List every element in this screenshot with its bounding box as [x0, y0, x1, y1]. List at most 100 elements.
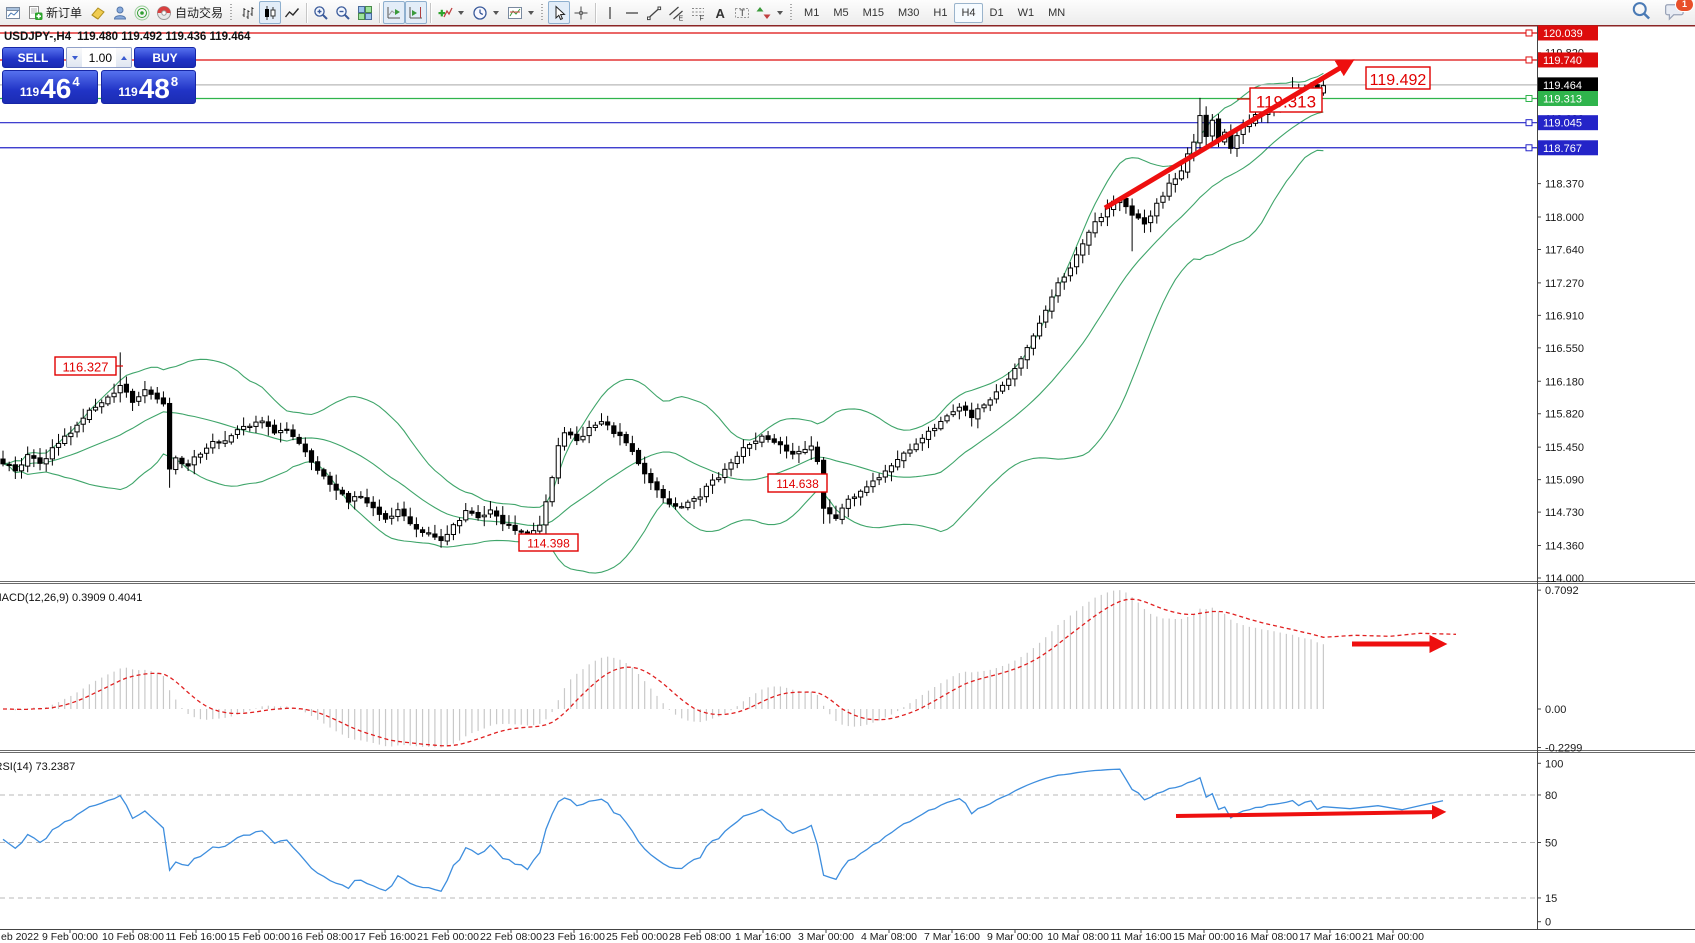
zoom-in-icon [314, 5, 328, 20]
timeframe-m5[interactable]: M5 [833, 6, 849, 19]
toolbar-button-vertical-line[interactable] [599, 1, 621, 24]
candle-body [463, 510, 469, 521]
candle-body [438, 536, 444, 542]
toolbar-button-candle-chart[interactable] [259, 1, 282, 24]
time-label: 11 Feb 16:00 [165, 931, 226, 943]
price-badge-118.767 [1538, 140, 1598, 156]
candle-body [475, 511, 481, 519]
candle-body [228, 435, 234, 443]
toolbar-button-zoom-out[interactable] [332, 1, 354, 24]
buy-button[interactable]: BUY [134, 47, 196, 68]
toolbar-button-templates[interactable] [504, 1, 539, 24]
candle-body [345, 492, 352, 503]
one-click-trading-widget: SELL BUY 119 46 4 119 48 8 [2, 47, 196, 104]
toolbar-button-eraser[interactable] [87, 1, 109, 24]
toolbar-button-cursor[interactable] [548, 1, 571, 24]
toolbar-button-auto-scroll[interactable] [383, 1, 406, 24]
volume-input[interactable] [82, 48, 116, 67]
toolbar-button-search[interactable] [1631, 1, 1655, 23]
toolbar-button-channel[interactable]: E [665, 1, 687, 24]
rsi-panel-separator[interactable] [0, 750, 1695, 751]
toolbar-button-profile[interactable] [109, 1, 131, 24]
sell-price-button[interactable]: 119 46 4 [2, 70, 98, 104]
timeframe-w1[interactable]: W1 [1017, 6, 1035, 19]
toolbar-button-text[interactable]: A [709, 1, 731, 24]
price-tick-label: 114.000 [1545, 573, 1584, 585]
volume-increase-button[interactable] [116, 48, 131, 67]
toolbar-separator [430, 2, 432, 23]
toolbar-button-text-label[interactable]: T [731, 1, 753, 24]
candle-body [382, 513, 389, 520]
toolbar-button-trend-line[interactable] [643, 1, 665, 24]
toolbar-button-arrows[interactable] [753, 1, 788, 24]
candle-body [197, 453, 204, 458]
toolbar-button-bar-chart[interactable] [237, 1, 259, 24]
toolbar-button-tile-windows[interactable] [354, 1, 376, 24]
annotation-box[interactable] [518, 533, 579, 552]
toolbar-button-crosshair[interactable] [570, 1, 592, 24]
timeframe-m15[interactable]: M15 [862, 6, 884, 19]
candle-body [827, 507, 833, 515]
timeframe-mn[interactable]: MN [1048, 6, 1066, 19]
volume-decrease-button[interactable] [67, 48, 82, 67]
candle-body [407, 516, 413, 525]
dropdown-caret-icon[interactable] [528, 10, 535, 15]
toolbar-button-zoom-in[interactable] [310, 1, 332, 24]
candle-body [432, 533, 438, 538]
candle-body [771, 438, 777, 443]
annotation-trend-arrow[interactable] [1103, 59, 1355, 211]
toolbar-button-autotrade[interactable]: 自动交易 [153, 1, 228, 24]
ask-prefix: 119 [118, 85, 138, 99]
timeframe-h4[interactable]: H4 [954, 2, 983, 23]
macd-panel-separator[interactable] [0, 581, 1695, 582]
candle-body [568, 431, 574, 436]
timeframe-d1[interactable]: D1 [989, 6, 1004, 19]
candle-body [68, 432, 74, 438]
candle-body [6, 463, 12, 466]
macd-panel-separator[interactable] [0, 583, 1695, 584]
dropdown-caret-icon[interactable] [777, 10, 784, 15]
timeframe-m30[interactable]: M30 [898, 6, 920, 19]
annotation-box[interactable] [1365, 66, 1431, 90]
rsi-tick-label: 100 [1545, 758, 1563, 770]
toolbar-button-chart-shift[interactable] [405, 1, 428, 24]
candle-body [315, 461, 321, 471]
timeframe-m1[interactable]: M1 [804, 6, 820, 19]
toolbar-button-signal[interactable] [131, 1, 153, 24]
templates-icon [508, 6, 523, 19]
toolbar-button-line-chart[interactable] [281, 1, 303, 24]
toolbar-button-chart-window[interactable] [2, 1, 24, 24]
price-badge-label: 119.045 [1543, 118, 1582, 130]
candle-body [55, 442, 62, 448]
dropdown-caret-icon[interactable] [493, 10, 500, 15]
toolbar-grip [789, 3, 795, 22]
candle-body [456, 520, 463, 527]
annotation-box[interactable] [767, 473, 828, 493]
dropdown-caret-icon[interactable] [458, 10, 465, 15]
toolbar-button-notifications[interactable]: 1 [1665, 0, 1693, 23]
timeframe-h1[interactable]: H1 [933, 6, 948, 19]
candle-body [284, 428, 290, 431]
toolbar-button-fibonacci[interactable]: F [687, 1, 709, 24]
candle-body [962, 405, 969, 411]
toolbar-button-periods[interactable] [469, 1, 504, 24]
chart-shift-icon [409, 6, 423, 18]
candle-body [925, 430, 932, 440]
toolbar-button-indicators[interactable] [434, 1, 469, 24]
toolbar-button-horizontal-line[interactable] [621, 1, 643, 24]
annotation-box[interactable] [54, 356, 117, 376]
rsi-panel-separator[interactable] [0, 752, 1695, 753]
candle-body [796, 450, 802, 455]
rsi-tick-label: 0 [1545, 917, 1551, 929]
time-label: 16 Feb 08:00 [291, 931, 353, 943]
sell-button[interactable]: SELL [2, 47, 64, 68]
time-label: 28 Feb 08:00 [669, 931, 731, 943]
buy-price-button[interactable]: 119 48 8 [100, 70, 196, 104]
candle-body [376, 506, 382, 515]
candle-body [629, 443, 635, 452]
toolbar-button-new-order[interactable]: 新订单 [24, 1, 87, 24]
candle-body [352, 496, 358, 502]
annotation-rsi-arrow[interactable] [1175, 804, 1447, 820]
toolbar-separator [595, 2, 597, 23]
